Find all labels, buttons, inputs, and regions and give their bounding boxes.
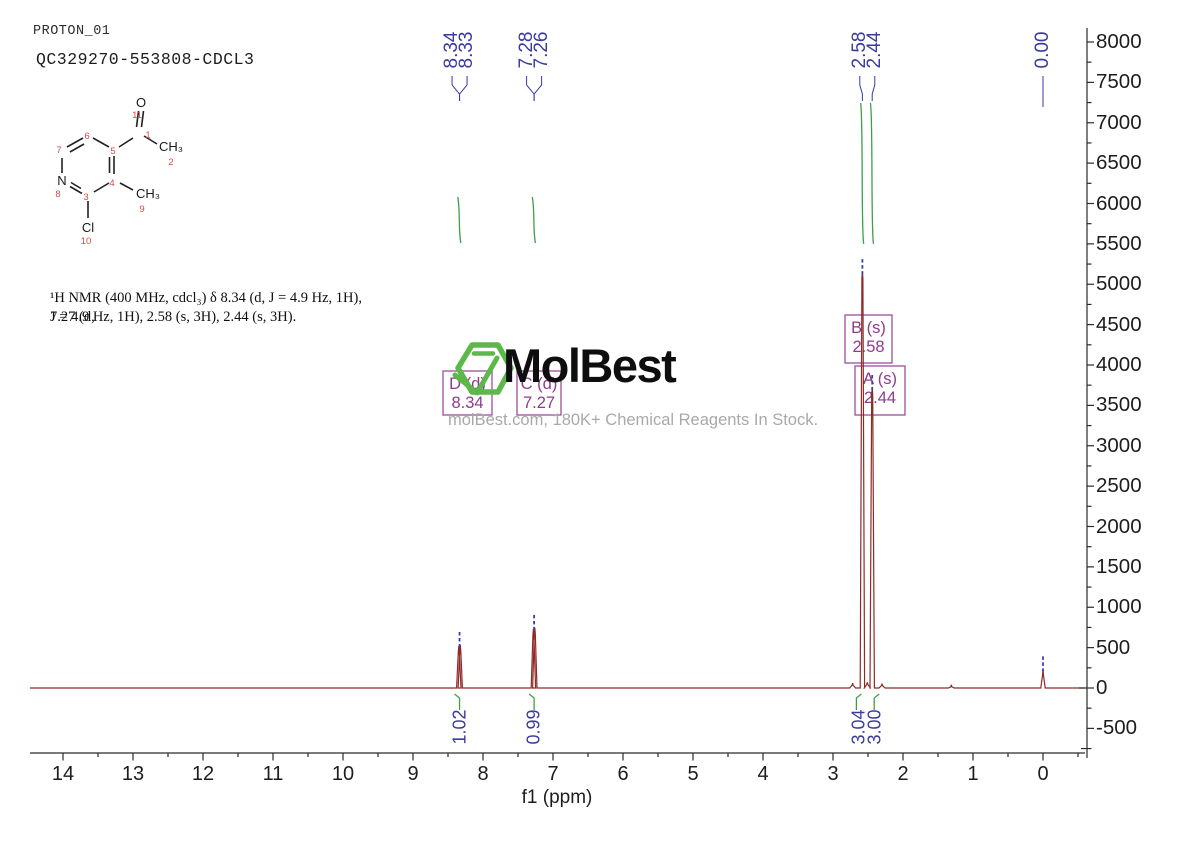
y-tick-label: 5500: [1096, 231, 1142, 255]
y-tick-label: 3000: [1096, 433, 1142, 457]
sample-id: QC329270-553808-CDCL3: [36, 50, 255, 69]
y-tick-label: 3500: [1096, 393, 1142, 417]
x-tick-label: 14: [51, 763, 75, 785]
integral-curve: [869, 102, 875, 244]
nmr-citation-line1: ¹H NMR (400 MHz, cdcl₃) δ 8.34 (d, J = 4…: [50, 290, 362, 325]
y-tick-label: 2500: [1096, 474, 1142, 498]
num-5: 5: [110, 146, 115, 157]
multiplet-shift: 8.34: [451, 394, 483, 412]
x-tick-label: 7: [547, 763, 559, 785]
integration-label: 0.99: [523, 709, 544, 745]
x-tick-label: 12: [191, 763, 215, 785]
integral-hook: [855, 693, 862, 699]
y-tick-label: 0: [1096, 676, 1108, 699]
num-8: 8: [55, 189, 60, 200]
peak-shift-label: 8.33: [456, 31, 478, 69]
atom-O: O: [136, 95, 146, 110]
x-tick-label: 8: [477, 763, 489, 785]
num-7: 7: [56, 145, 61, 156]
x-tick-label: 2: [897, 763, 909, 785]
atom-acetyl-CH3: CH₃: [159, 139, 183, 154]
y-tick-label: 1000: [1096, 595, 1142, 619]
integration-label: 1.02: [449, 709, 470, 745]
y-tick-label: 2000: [1096, 514, 1142, 538]
x-tick-label: 1: [967, 763, 979, 785]
atom-ring-CH3: CH₃: [136, 186, 160, 201]
x-tick-label: 3: [827, 763, 839, 785]
x-tick-label: 13: [121, 763, 145, 785]
multiplet-shift: 7.27: [523, 394, 555, 412]
num-2: 2: [168, 157, 173, 168]
x-tick-label: 0: [1037, 763, 1049, 785]
y-tick-label: 8000: [1096, 30, 1142, 53]
y-tick-label: 4500: [1096, 312, 1142, 336]
peak-label-pointers: [451, 76, 1044, 107]
molecule-structure: O N Cl CH₃ CH₃ 11 1 2 5 6 7 8 4 3 9 10: [55, 95, 183, 247]
x-tick-label: 4: [757, 763, 769, 785]
y-tick-label: 6500: [1096, 151, 1142, 175]
x-tick-label: 9: [407, 763, 419, 785]
y-tick-label: 4000: [1096, 353, 1142, 376]
integral-hook: [873, 693, 880, 699]
num-1: 1: [145, 130, 150, 141]
multiplet-name: C (d): [521, 375, 558, 393]
y-tick-label: 500: [1096, 635, 1131, 659]
integral-curve: [859, 102, 865, 244]
y-tick-label: -500: [1096, 716, 1138, 740]
peak-label-pointer: [859, 76, 863, 101]
multiplet-box: B (s)2.58: [844, 314, 893, 364]
num-10: 10: [81, 236, 92, 247]
experiment-name: PROTON_01: [33, 24, 111, 39]
y-tick-label: 7500: [1096, 70, 1142, 94]
x-tick-label: 6: [617, 763, 629, 785]
num-9: 9: [139, 204, 144, 215]
x-tick-label: 11: [262, 763, 284, 785]
axes: [30, 28, 1094, 761]
peak-label-pointer: [459, 76, 468, 101]
integral-curves: [454, 102, 880, 710]
multiplet-box-frame: [844, 314, 893, 364]
x-tick-label: 5: [687, 763, 699, 785]
num-6: 6: [84, 131, 89, 142]
y-tick-label: 6000: [1096, 191, 1142, 215]
atom-Cl: Cl: [82, 220, 94, 235]
peak-shift-label: 0.00: [1032, 31, 1053, 69]
multiplet-shift: 2.58: [852, 338, 884, 356]
atom-N: N: [57, 173, 66, 188]
peak-label-pointer: [533, 76, 543, 101]
num-11: 11: [132, 110, 142, 121]
multiplet-box: C (d)7.27: [516, 370, 562, 416]
watermark-tagline: molBest.com, 180K+ Chemical Reagents In …: [448, 411, 819, 429]
y-tick-label: 5000: [1096, 272, 1142, 296]
peak-label-pointer: [871, 76, 876, 101]
integral-curve: [531, 196, 537, 244]
multiplet-box-frame: [516, 370, 562, 416]
x-axis-title: f1 (ppm): [521, 787, 593, 808]
nmr-citation-line2: J = 4.9 Hz, 1H), 2.58 (s, 3H), 2.44 (s, …: [50, 309, 297, 325]
peak-top-markers: [458, 259, 1044, 672]
num-3: 3: [83, 192, 88, 203]
integration-label: 3.00: [864, 709, 885, 745]
integral-hook: [528, 693, 535, 699]
integral-curve: [457, 196, 462, 244]
integral-hook: [454, 693, 460, 699]
y-tick-label: 1500: [1096, 554, 1142, 578]
multiplet-box-frame: [854, 365, 906, 416]
watermark-brand: MolBest: [503, 339, 677, 392]
y-tick-label: 7000: [1096, 110, 1142, 134]
logo-checkmark-icon: [452, 355, 500, 396]
x-tick-label: 10: [331, 763, 355, 785]
multiplet-name: B (s): [851, 319, 886, 337]
num-4: 4: [109, 178, 114, 189]
peak-shift-label: 7.26: [530, 31, 552, 69]
peak-shift-label: 2.44: [863, 31, 885, 69]
